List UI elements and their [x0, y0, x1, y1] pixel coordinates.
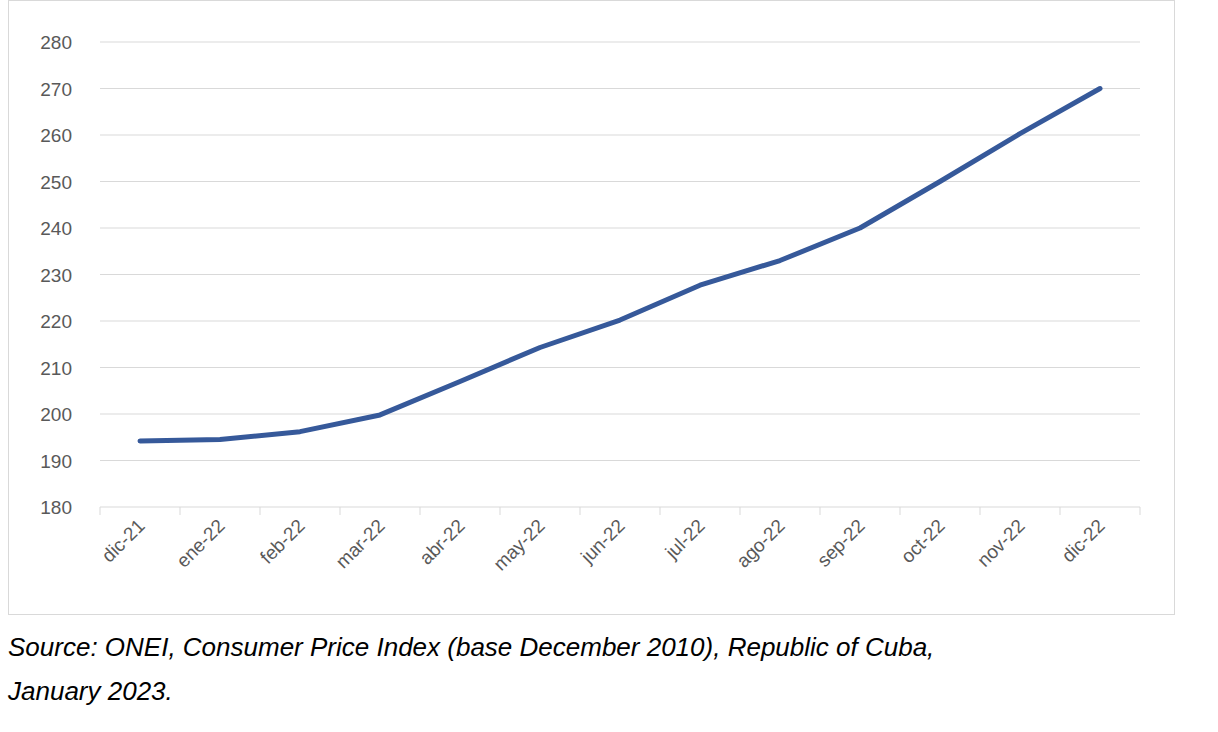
x-tick-label: dic-22	[1057, 515, 1108, 566]
y-tick-label: 260	[40, 125, 72, 146]
y-tick-label: 220	[40, 311, 72, 332]
x-tick-mark	[420, 507, 421, 515]
x-tick-mark	[100, 507, 101, 515]
y-tick-label: 190	[40, 451, 72, 472]
x-tick-label: jun-22	[576, 515, 629, 568]
y-tick-label: 210	[40, 358, 72, 379]
source-note: Source: ONEI, Consumer Price Index (base…	[8, 632, 934, 662]
grid-line	[100, 460, 1140, 461]
x-tick-mark	[980, 507, 981, 515]
x-tick-mark	[1140, 507, 1141, 515]
y-tick-label: 180	[40, 497, 72, 518]
x-tick-mark	[820, 507, 821, 515]
x-tick-mark	[1060, 507, 1061, 515]
grid-line	[100, 228, 1140, 229]
x-tick-label: ago-22	[732, 515, 789, 572]
grid-line	[100, 88, 1140, 89]
chart-root: 180 190 200 210 220 230 240 250 260 270 280 dic-21 e…	[0, 0, 1218, 732]
x-tick-label: ene-22	[172, 515, 229, 572]
x-tick-label: may-22	[489, 515, 549, 575]
y-tick-label: 240	[40, 218, 72, 239]
x-tick-label: oct-22	[897, 515, 949, 567]
x-tick-label: feb-22	[256, 515, 309, 568]
x-tick-mark	[340, 507, 341, 515]
x-tick-mark	[580, 507, 581, 515]
y-tick-label: 280	[40, 32, 72, 53]
y-tick-label: 250	[40, 172, 72, 193]
plot-area	[140, 89, 1100, 441]
grid-line	[100, 367, 1140, 368]
x-tick-mark	[500, 507, 501, 515]
x-tick-label: dic-21	[97, 515, 148, 566]
grid-line	[100, 181, 1140, 182]
x-tick-mark	[180, 507, 181, 515]
chart-frame	[9, 1, 1175, 615]
y-tick-label: 200	[40, 404, 72, 425]
x-tick-label: mar-22	[331, 515, 388, 572]
x-tick-mark	[660, 507, 661, 515]
x-tick-mark	[260, 507, 261, 515]
x-axis-line	[100, 507, 1140, 508]
x-tick-mark	[740, 507, 741, 515]
grid-line	[100, 135, 1140, 136]
x-tick-label: abr-22	[415, 515, 469, 569]
x-tick-mark	[900, 507, 901, 515]
x-tick-label: sep-22	[813, 515, 869, 571]
cpi-line	[140, 89, 1100, 441]
x-tick-label: nov-22	[973, 515, 1029, 571]
x-tick-label: jul-22	[660, 515, 708, 563]
grid-line	[100, 42, 1140, 43]
grid-line	[100, 274, 1140, 275]
source-note: January 2023.	[7, 676, 173, 706]
y-tick-label: 270	[40, 79, 72, 100]
y-tick-label: 230	[40, 265, 72, 286]
grid-line	[100, 414, 1140, 415]
